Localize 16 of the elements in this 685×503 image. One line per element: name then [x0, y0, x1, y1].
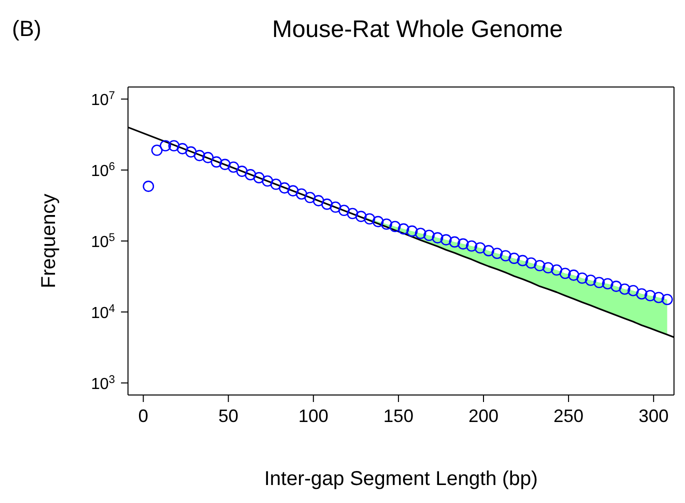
x-tick-label: 0 [138, 406, 148, 426]
y-tick-label: 10$^{4}$ [90, 302, 115, 322]
text: (B) [12, 16, 42, 42]
x-tick-label: 250 [554, 406, 584, 426]
x-tick-label: 50 [218, 406, 238, 426]
y-tick-label: 10$^{6}$ [90, 161, 115, 180]
x-tick-label: 150 [383, 406, 414, 426]
x-tick-label: 100 [298, 406, 328, 426]
y-tick-label: 10$^{7}$ [90, 90, 115, 110]
x-axis-title: Inter-gap Segment Length (bp) [264, 468, 538, 490]
x-tick-label: 200 [468, 406, 499, 426]
y-tick-label: 10$^{5}$ [90, 232, 115, 252]
x-tick-label: 300 [638, 406, 669, 426]
y-tick-label: 10$^{3}$ [90, 374, 115, 393]
y-axis-title: Frequency [38, 194, 60, 288]
chart-title: Mouse-Rat Whole Genome [271, 16, 564, 44]
